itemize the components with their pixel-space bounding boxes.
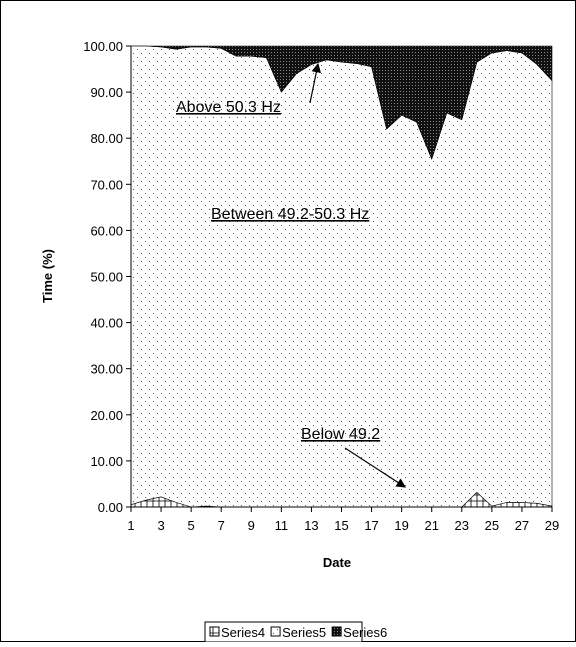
x-tick-label: 19 <box>394 518 408 533</box>
y-tick-label: 90.00 <box>90 85 123 100</box>
annotation: Above 50.3 Hz <box>176 99 281 116</box>
legend-label: Series6 <box>343 625 387 640</box>
legend-swatch <box>270 626 281 637</box>
y-tick-label: 100.00 <box>83 39 123 54</box>
y-tick-label: 50.00 <box>90 270 123 285</box>
legend-label: Series4 <box>221 625 265 640</box>
y-axis-title: Time (%) <box>40 249 55 303</box>
annotation: Below 49.2 <box>301 426 380 443</box>
x-tick-label: 3 <box>157 518 164 533</box>
y-tick-label: 70.00 <box>90 177 123 192</box>
legend-swatch <box>331 626 342 637</box>
x-tick-label: 23 <box>455 518 469 533</box>
area <box>131 45 553 160</box>
y-tick-label: 40.00 <box>90 316 123 331</box>
annotation: Between 49.2-50.3 Hz <box>211 206 369 223</box>
x-tick-label: 5 <box>188 518 195 533</box>
x-tick-label: 21 <box>424 518 438 533</box>
x-axis-title: Date <box>323 555 351 570</box>
y-tick-label: 60.00 <box>90 223 123 238</box>
legend-label: Series5 <box>282 625 326 640</box>
annotation-arrow <box>344 447 407 488</box>
annotation-arrow <box>309 62 322 104</box>
x-tick-label: 25 <box>485 518 499 533</box>
x-tick-label: 27 <box>515 518 529 533</box>
x-tick-label: 9 <box>248 518 255 533</box>
x-tick-label: 15 <box>334 518 348 533</box>
x-tick-label: 1 <box>127 518 134 533</box>
x-tick-label: 13 <box>304 518 318 533</box>
x-tick-label: 17 <box>364 518 378 533</box>
x-tick-label: 11 <box>275 518 289 533</box>
x-tick-label: 7 <box>218 518 225 533</box>
y-tick-label: 10.00 <box>90 454 123 469</box>
legend-swatch <box>209 626 220 637</box>
y-tick-label: 20.00 <box>90 408 123 423</box>
x-tick-label: 29 <box>545 518 559 533</box>
y-tick-label: 30.00 <box>90 362 123 377</box>
y-tick-label: 0.00 <box>98 500 123 515</box>
y-tick-label: 80.00 <box>90 131 123 146</box>
